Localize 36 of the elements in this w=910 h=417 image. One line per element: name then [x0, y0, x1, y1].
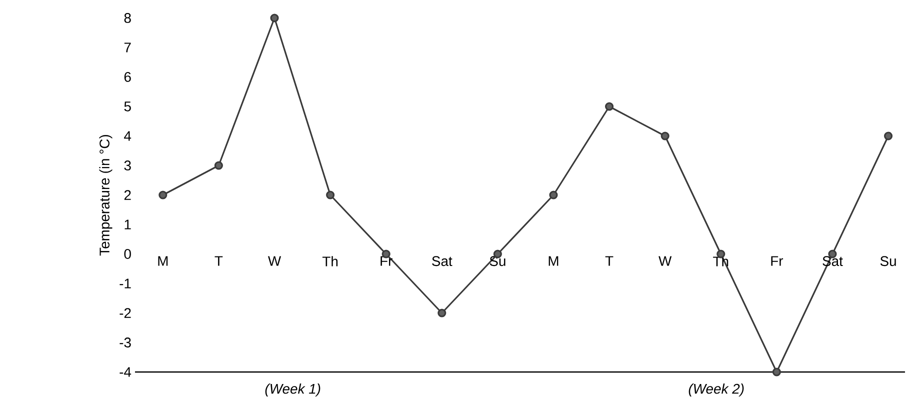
y-tick-label: -3 [120, 338, 131, 348]
y-tick-label: -2 [120, 308, 131, 318]
y-tick-label: -4 [120, 367, 132, 377]
point [438, 308, 446, 318]
x-tick-label: W [658, 256, 672, 266]
x-tick-label: Th [322, 256, 338, 266]
y-tick-label: 3 [124, 160, 131, 170]
y-tick-label: 6 [124, 72, 131, 82]
x-tick-label: Fr [771, 256, 784, 266]
x-tick-label: M [158, 256, 168, 266]
point [884, 132, 893, 140]
x-tick-label: M [548, 256, 558, 266]
point [772, 368, 781, 376]
point [549, 190, 558, 200]
point [604, 102, 614, 111]
point [214, 161, 223, 170]
x-tick-label: Su [880, 256, 896, 266]
point [326, 190, 335, 200]
text: (Week 2) [688, 384, 744, 397]
y-tick-label: 7 [124, 42, 131, 52]
x-tick-label: W [268, 256, 282, 266]
y-tick-label: 0 [124, 249, 131, 259]
y-tick-label: 4 [124, 131, 132, 141]
point [270, 14, 279, 22]
y-axis-title: Temperature (in °C) [99, 134, 112, 256]
point [158, 190, 168, 200]
x-tick-label: T [605, 256, 614, 266]
y-tick-label: 8 [124, 13, 131, 23]
y-tick-label: -1 [120, 278, 131, 288]
y-tick-label: 5 [124, 102, 131, 112]
y-tick-label: 1 [124, 220, 131, 230]
x-tick-label: T [214, 256, 223, 266]
point [660, 132, 670, 140]
y-tick-label: 2 [124, 190, 131, 200]
text: (Week 1) [265, 384, 320, 397]
x-tick-label: Sat [432, 256, 452, 266]
